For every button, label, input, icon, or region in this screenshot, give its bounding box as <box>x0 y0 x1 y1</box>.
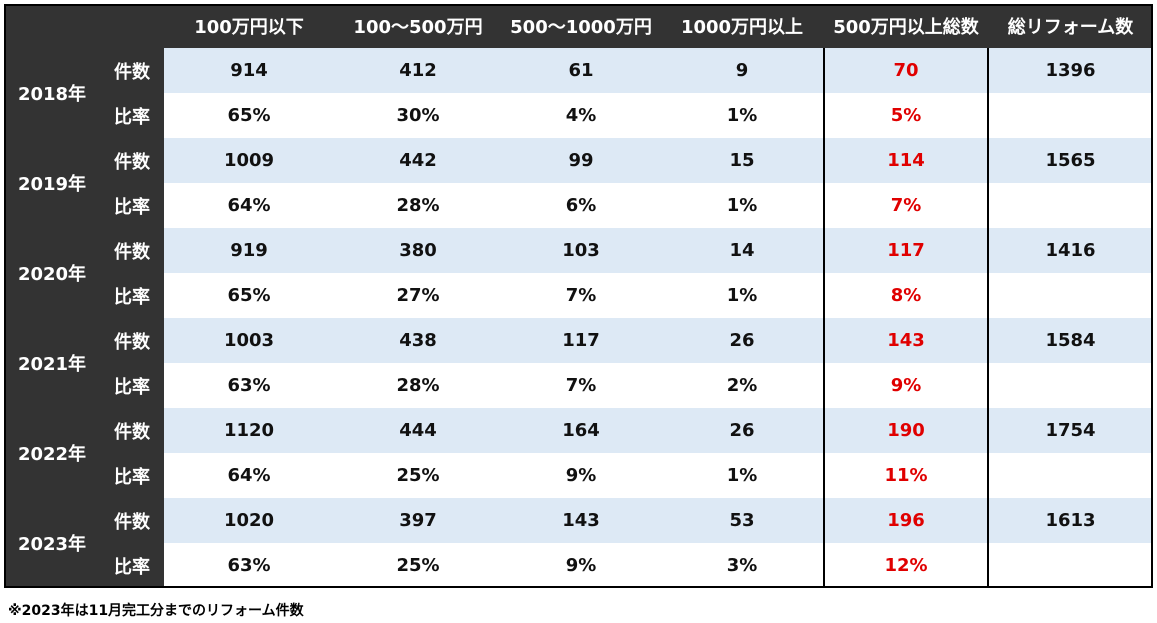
year-label: 2022年 <box>4 408 100 498</box>
cell: 64% <box>227 465 271 486</box>
cell: 919 <box>230 240 268 261</box>
cell: 444 <box>399 420 437 441</box>
cell: 9 <box>735 60 749 81</box>
cell: 164 <box>562 420 600 441</box>
cell: 143 <box>562 510 600 531</box>
column-header: 1000万円以上 <box>660 4 824 48</box>
cell: 28% <box>396 375 440 396</box>
cell: 438 <box>399 330 437 351</box>
row-label: 件数 <box>100 408 164 453</box>
row-label: 比率 <box>100 543 164 588</box>
cell: 1009 <box>223 150 275 171</box>
cell: 25% <box>396 555 440 576</box>
year-label: 2023年 <box>4 498 100 588</box>
year-label: 2019年 <box>4 138 100 228</box>
cell: 63% <box>227 375 271 396</box>
column-header: 100万円以下 <box>164 4 334 48</box>
cell: 196 <box>887 510 925 531</box>
cell-total: 1565 <box>1045 150 1096 171</box>
cell-total: 1396 <box>1045 60 1096 81</box>
cell: 14 <box>729 240 755 261</box>
cell: 9% <box>890 375 922 396</box>
cell: 914 <box>230 60 268 81</box>
cell-total: 1584 <box>1045 330 1096 351</box>
cell: 7% <box>565 375 597 396</box>
cell: 63% <box>227 555 271 576</box>
cell: 12% <box>884 555 928 576</box>
cell: 1% <box>726 285 758 306</box>
row-label: 件数 <box>100 138 164 183</box>
cell: 1120 <box>223 420 275 441</box>
cell: 190 <box>887 420 925 441</box>
cell: 61 <box>568 60 594 81</box>
cell: 2% <box>726 375 758 396</box>
row-label: 件数 <box>100 318 164 363</box>
cell: 30% <box>396 105 440 126</box>
cell: 26 <box>729 420 755 441</box>
cell: 1% <box>726 195 758 216</box>
row-label: 件数 <box>100 228 164 273</box>
cell: 99 <box>568 150 594 171</box>
cell: 1020 <box>223 510 275 531</box>
row-label: 件数 <box>100 48 164 93</box>
cell: 8% <box>890 285 922 306</box>
column-header: 500万円以上総数 <box>824 4 988 48</box>
row-label: 比率 <box>100 363 164 408</box>
row-label: 比率 <box>100 93 164 138</box>
cell: 7% <box>565 285 597 306</box>
cell-total: 1754 <box>1045 420 1096 441</box>
column-divider <box>987 48 989 588</box>
column-header: 500〜1000万円 <box>502 4 660 48</box>
cell: 28% <box>396 195 440 216</box>
cell: 397 <box>399 510 437 531</box>
cell: 412 <box>399 60 437 81</box>
cell: 117 <box>562 330 600 351</box>
cell: 1% <box>726 105 758 126</box>
cell: 1003 <box>223 330 275 351</box>
cell: 9% <box>565 555 597 576</box>
year-label: 2021年 <box>4 318 100 408</box>
cell: 442 <box>399 150 437 171</box>
cell: 9% <box>565 465 597 486</box>
year-label: 2018年 <box>4 48 100 138</box>
cell: 4% <box>565 105 597 126</box>
cell: 1% <box>726 465 758 486</box>
column-header: 総リフォーム数 <box>988 4 1153 48</box>
cell: 25% <box>396 465 440 486</box>
row-label: 比率 <box>100 183 164 228</box>
cell: 65% <box>227 285 271 306</box>
column-divider <box>823 48 825 588</box>
cell: 114 <box>887 150 925 171</box>
cell: 27% <box>396 285 440 306</box>
cell: 117 <box>887 240 925 261</box>
cell: 103 <box>562 240 600 261</box>
year-label: 2020年 <box>4 228 100 318</box>
cell: 6% <box>565 195 597 216</box>
cell-total: 1613 <box>1045 510 1096 531</box>
row-label: 件数 <box>100 498 164 543</box>
cell: 7% <box>890 195 922 216</box>
cell: 380 <box>399 240 437 261</box>
cell: 11% <box>884 465 928 486</box>
row-label: 比率 <box>100 273 164 318</box>
cell: 3% <box>726 555 758 576</box>
row-label: 比率 <box>100 453 164 498</box>
cell: 70 <box>893 60 919 81</box>
cell: 143 <box>887 330 925 351</box>
cell-total: 1416 <box>1045 240 1096 261</box>
cell: 64% <box>227 195 271 216</box>
footnote: ※2023年は11月完工分までのリフォーム件数 <box>8 603 304 619</box>
cell: 5% <box>890 105 922 126</box>
cell: 15 <box>729 150 755 171</box>
cell: 26 <box>729 330 755 351</box>
column-header: 100〜500万円 <box>334 4 502 48</box>
cell: 53 <box>729 510 755 531</box>
cell: 65% <box>227 105 271 126</box>
